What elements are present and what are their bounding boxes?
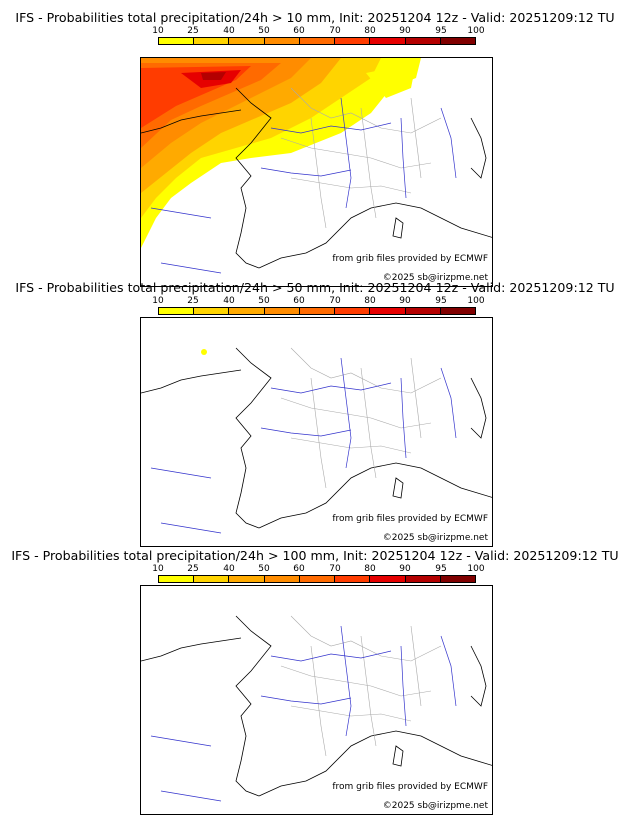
color-bar-segment — [440, 38, 475, 44]
color-bar-segment — [440, 308, 475, 314]
scale-label: 80 — [364, 296, 376, 306]
scale-label: 40 — [223, 296, 235, 306]
scale-label: 60 — [293, 564, 305, 574]
probability-color-scale: 10 25 40 50 60 70 80 90 95 100 — [152, 564, 485, 586]
map-drawing — [141, 615, 492, 802]
scale-label: 70 — [329, 296, 341, 306]
color-bar-segment — [299, 576, 336, 582]
scale-label: 50 — [258, 296, 270, 306]
rivers — [150, 625, 457, 802]
source-credit: from grib files provided by ECMWF — [332, 254, 488, 264]
scale-label: 95 — [435, 296, 447, 306]
region-boundaries — [280, 87, 442, 229]
color-bar-segment — [159, 576, 195, 582]
probability-color-scale: 10 25 40 50 60 70 80 90 95 100 — [152, 296, 485, 318]
copyright-credit: ©2025 sb@irizpme.net — [382, 533, 488, 543]
map-france: from grib files provided by ECMWF ©2025 … — [140, 317, 493, 547]
panel-title: IFS - Probabilities total precipitation/… — [11, 548, 619, 563]
color-bar-segment — [299, 38, 336, 44]
color-bar — [158, 575, 476, 583]
region-boundaries — [280, 347, 442, 489]
scale-label: 90 — [399, 296, 411, 306]
color-bar — [158, 37, 476, 45]
precipitation-probability-shading — [141, 58, 421, 248]
color-bar-segment — [335, 308, 371, 314]
scale-label: 10 — [152, 296, 164, 306]
map-france: from grib files provided by ECMWF ©2025 … — [140, 585, 493, 815]
color-bar-segment — [335, 576, 371, 582]
color-bar-segment — [194, 38, 230, 44]
scale-label: 95 — [435, 564, 447, 574]
color-bar-segment — [264, 308, 300, 314]
probability-color-scale: 10 25 40 50 60 70 80 90 95 100 — [152, 26, 485, 48]
scale-label: 10 — [152, 564, 164, 574]
color-bar-segment — [405, 308, 441, 314]
scale-label: 80 — [364, 564, 376, 574]
color-bar-segment — [370, 308, 406, 314]
map-drawing — [141, 58, 492, 274]
scale-label: 40 — [223, 26, 235, 36]
color-bar-segment — [229, 576, 265, 582]
scale-label: 50 — [258, 564, 270, 574]
copyright-credit: ©2025 sb@irizpme.net — [382, 801, 488, 811]
scale-label: 70 — [329, 26, 341, 36]
color-bar-segment — [370, 576, 406, 582]
scale-label: 40 — [223, 564, 235, 574]
scale-label: 25 — [187, 26, 199, 36]
color-bar-segment — [159, 38, 195, 44]
color-bar-segment — [299, 308, 336, 314]
color-bar-segment — [405, 38, 441, 44]
map-drawing — [141, 347, 492, 534]
scale-label: 95 — [435, 26, 447, 36]
color-bar-segment — [159, 308, 195, 314]
scale-label: 25 — [187, 296, 199, 306]
color-bar-segment — [229, 308, 265, 314]
scale-label: 100 — [467, 26, 485, 36]
color-bar-segment — [229, 38, 265, 44]
rivers — [150, 97, 457, 274]
source-credit: from grib files provided by ECMWF — [332, 782, 488, 792]
scale-label: 50 — [258, 26, 270, 36]
copyright-credit: ©2025 sb@irizpme.net — [382, 273, 488, 283]
color-bar-segment — [264, 576, 300, 582]
scale-label: 90 — [399, 564, 411, 574]
scale-label: 80 — [364, 26, 376, 36]
source-credit: from grib files provided by ECMWF — [332, 514, 488, 524]
color-bar-segment — [440, 576, 475, 582]
color-bar-segment — [335, 38, 371, 44]
scale-label: 10 — [152, 26, 164, 36]
scale-label: 100 — [467, 296, 485, 306]
scale-label: 60 — [293, 26, 305, 36]
scale-label: 25 — [187, 564, 199, 574]
scale-label: 60 — [293, 296, 305, 306]
region-boundaries — [280, 615, 442, 757]
coastlines — [141, 347, 492, 529]
scale-label: 90 — [399, 26, 411, 36]
color-bar — [158, 307, 476, 315]
color-bar-segment — [370, 38, 406, 44]
coastlines — [141, 615, 492, 797]
color-bar-segment — [194, 308, 230, 314]
color-bar-segment — [405, 576, 441, 582]
coastlines — [141, 87, 492, 269]
color-bar-segment — [264, 38, 300, 44]
panel-title: IFS - Probabilities total precipitation/… — [15, 10, 615, 25]
scale-label: 100 — [467, 564, 485, 574]
scale-label: 70 — [329, 564, 341, 574]
panel-title: IFS - Probabilities total precipitation/… — [15, 280, 615, 295]
color-bar-segment — [194, 576, 230, 582]
rivers — [150, 357, 457, 534]
precipitation-probability-shading — [201, 349, 207, 355]
map-france: from grib files provided by ECMWF ©2025 … — [140, 57, 493, 287]
